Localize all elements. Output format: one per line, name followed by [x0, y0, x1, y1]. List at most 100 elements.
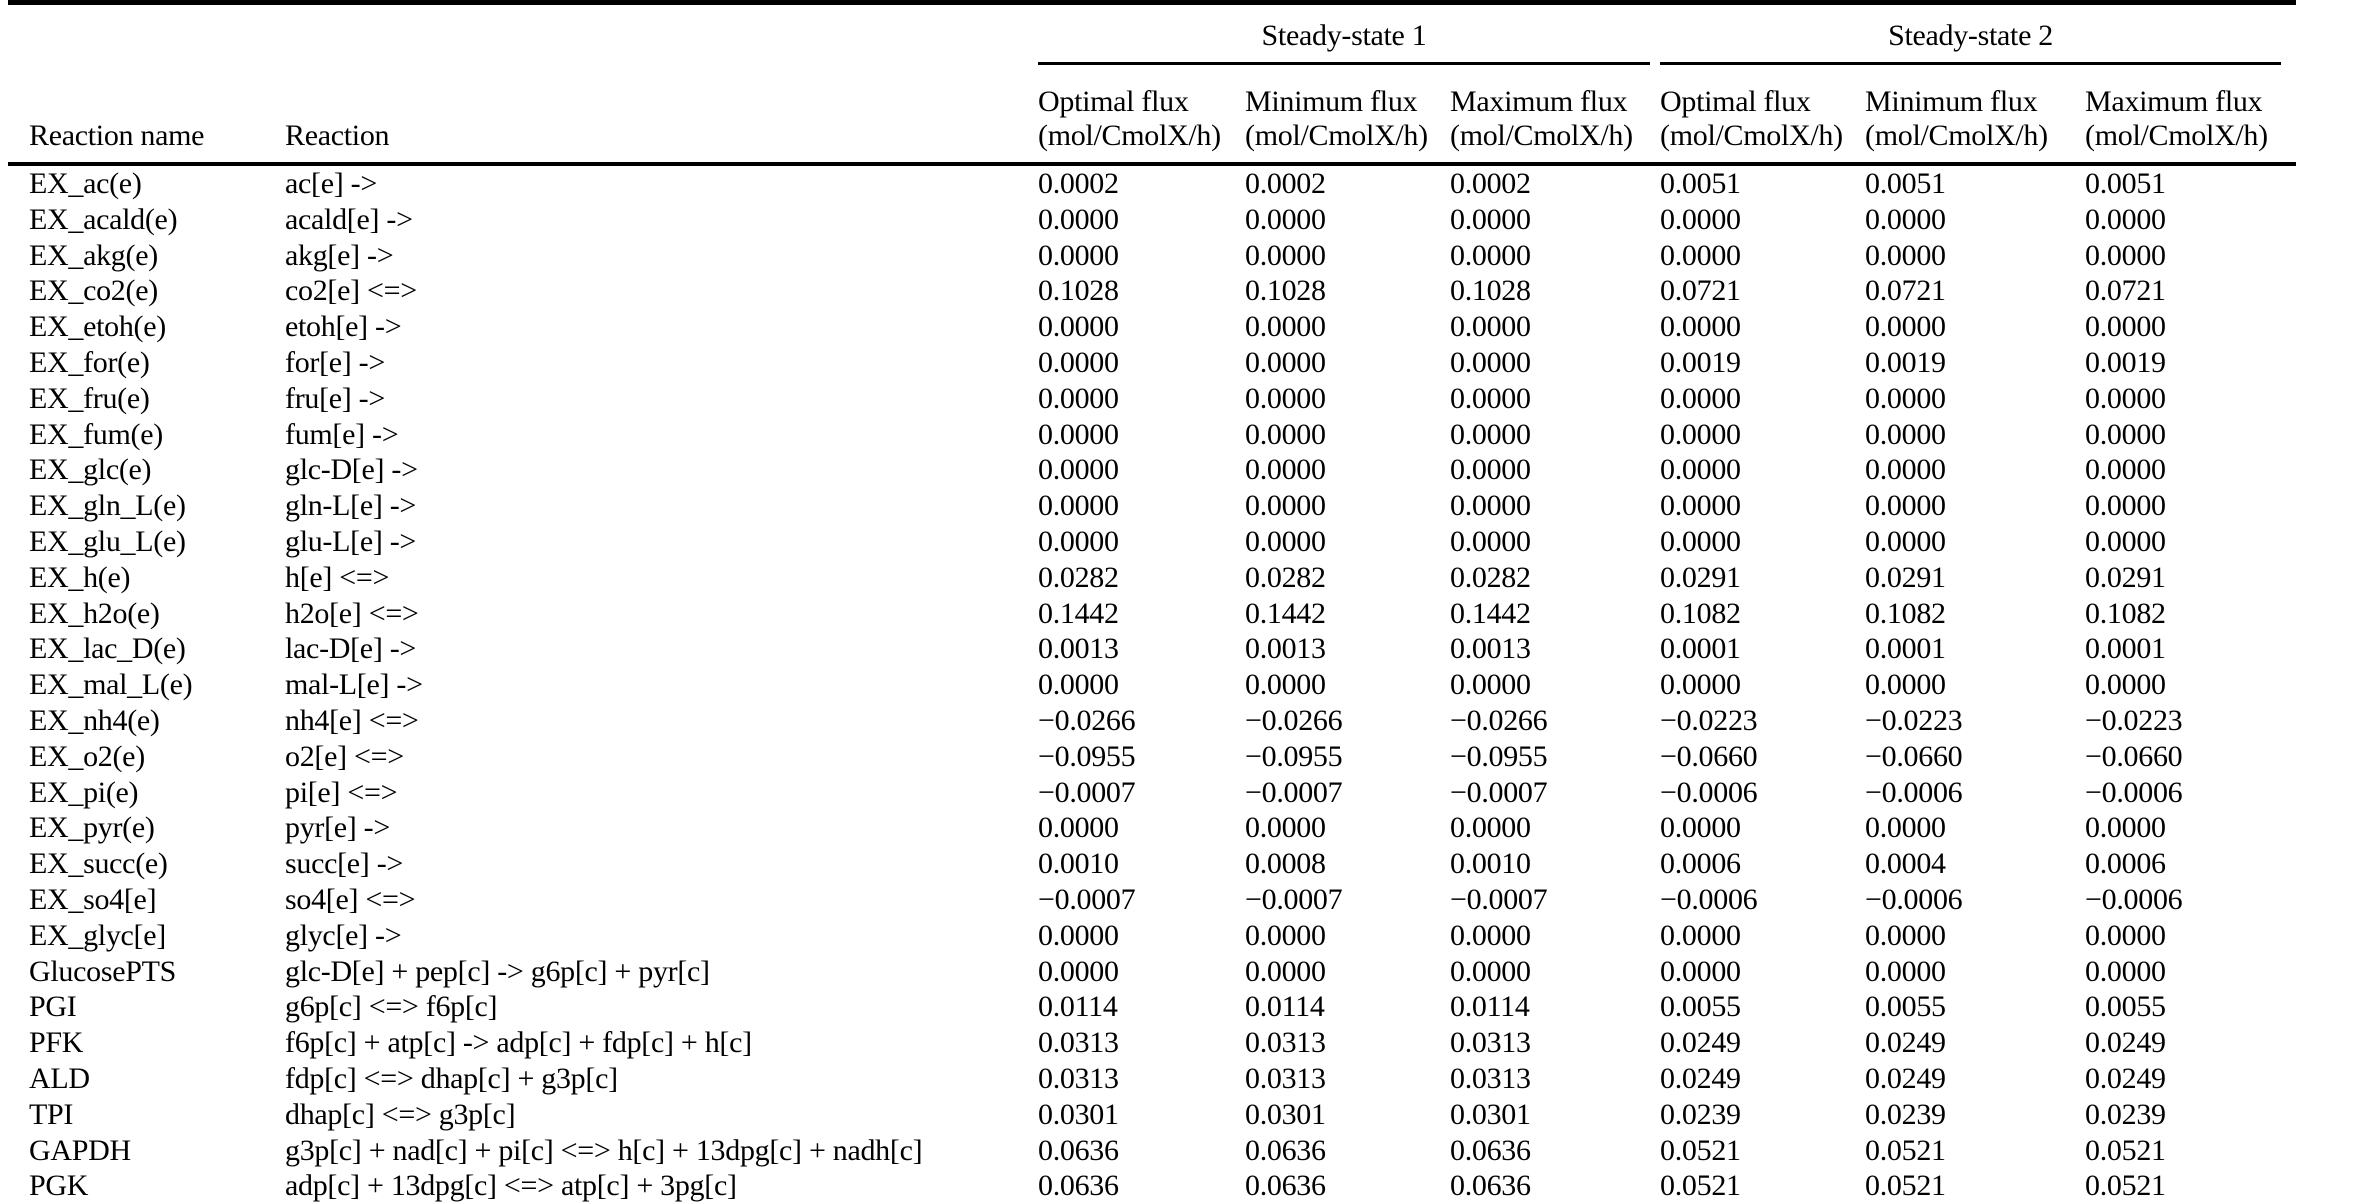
column-header-minimum-flux-ss2: Minimum flux (mol/CmolX/h) — [1865, 65, 2086, 166]
reaction-cell: so4[e] <=> — [285, 882, 416, 916]
table-row: EX_o2(e) o2[e] <=> −0.0955 −0.0955 −0.0955 −0… — [8, 739, 2296, 775]
flux-value-cell: 0.0002 — [1450, 167, 1531, 200]
flux-value-cell: 0.0313 — [1245, 1026, 1326, 1060]
flux-value-cell: 0.0000 — [1865, 954, 1946, 988]
flux-value-cell: 0.0521 — [1865, 1169, 1946, 1203]
reaction-cell: glyc[e] -> — [285, 918, 402, 952]
flux-value-cell: 0.0114 — [1038, 990, 1118, 1024]
reaction-name-cell: EX_co2(e) — [29, 274, 158, 308]
reaction-cell: etoh[e] -> — [285, 310, 402, 344]
flux-value-cell: 0.0000 — [1865, 524, 1946, 558]
column-header-optimal-flux-ss2: Optimal flux (mol/CmolX/h) — [1660, 65, 1866, 166]
column-header-title: Minimum flux — [1245, 85, 1418, 118]
reaction-name-cell: EX_gln_L(e) — [29, 489, 186, 523]
column-header-reaction-name: Reaction name — [8, 65, 285, 166]
flux-value-cell: 0.0000 — [1660, 417, 1741, 451]
table-row: GAPDH g3p[c] + nad[c] + pi[c] <=> h[c] + … — [8, 1133, 2296, 1169]
flux-value-cell: 0.1028 — [1038, 274, 1119, 308]
column-header-title: Maximum flux — [1450, 85, 1628, 118]
flux-value-cell: 0.0000 — [1660, 238, 1741, 272]
flux-value-cell: 0.0000 — [1450, 668, 1531, 702]
table-row: EX_ac(e) ac[e] -> 0.0002 0.0002 0.0002 0.0051… — [8, 164, 2296, 202]
flux-value-cell: 0.0000 — [1660, 668, 1741, 702]
reaction-name-cell: EX_succ(e) — [29, 847, 168, 881]
flux-value-cell: 0.1442 — [1038, 596, 1119, 630]
flux-value-cell: 0.0301 — [1245, 1097, 1326, 1131]
table-row: EX_gln_L(e) gln-L[e] -> 0.0000 0.0000 0.0000… — [8, 488, 2296, 524]
reaction-cell: fdp[c] <=> dhap[c] + g3p[c] — [285, 1061, 618, 1095]
reaction-name-cell: TPI — [29, 1097, 74, 1131]
flux-value-cell: 0.0055 — [2085, 990, 2166, 1024]
flux-value-cell: 0.0000 — [1245, 417, 1326, 451]
flux-value-cell: 0.0291 — [2085, 560, 2166, 594]
flux-value-cell: −0.0006 — [1865, 775, 1963, 809]
flux-value-cell: 0.0002 — [1038, 167, 1119, 200]
reaction-cell: f6p[c] + atp[c] -> adp[c] + fdp[c] + h[c… — [285, 1026, 752, 1060]
flux-value-cell: 0.0521 — [2085, 1133, 2166, 1167]
flux-value-cell: −0.0266 — [1038, 703, 1136, 737]
flux-value-cell: 0.0000 — [1865, 918, 1946, 952]
flux-value-cell: 0.0000 — [1038, 811, 1119, 845]
reaction-name-cell: EX_lac_D(e) — [29, 632, 186, 666]
flux-value-cell: 0.0000 — [1038, 668, 1119, 702]
reaction-cell: g6p[c] <=> f6p[c] — [285, 990, 498, 1024]
flux-value-cell: −0.0007 — [1038, 775, 1136, 809]
group-header-steady-state-1: Steady-state 1 — [1038, 3, 1660, 65]
flux-value-cell: 0.0282 — [1245, 560, 1326, 594]
flux-value-cell: −0.0266 — [1450, 703, 1548, 737]
flux-value-cell: 0.1442 — [1450, 596, 1531, 630]
flux-value-cell: 0.0282 — [1450, 560, 1531, 594]
table-row: PFK f6p[c] + atp[c] -> adp[c] + fdp[c] + … — [8, 1025, 2296, 1061]
reaction-cell: fru[e] -> — [285, 381, 385, 415]
flux-value-cell: 0.0000 — [1450, 345, 1531, 379]
flux-value-cell: 0.0000 — [1038, 238, 1119, 272]
table-row: PGK adp[c] + 13dpg[c] <=> atp[c] + 3pg[c]… — [8, 1168, 2296, 1204]
flux-value-cell: 0.0239 — [2085, 1097, 2166, 1131]
flux-value-cell: 0.0301 — [1450, 1097, 1531, 1131]
flux-value-cell: 0.0239 — [1660, 1097, 1741, 1131]
reaction-name-cell: EX_so4[e] — [29, 882, 157, 916]
flux-value-cell: 0.0010 — [1450, 847, 1531, 881]
flux-value-cell: 0.0000 — [2085, 918, 2166, 952]
flux-value-cell: 0.0055 — [1865, 990, 1946, 1024]
flux-value-cell: 0.1442 — [1245, 596, 1326, 630]
flux-value-cell: −0.0007 — [1038, 882, 1136, 916]
flux-value-cell: −0.0006 — [1660, 775, 1758, 809]
flux-table-header: Steady-state 1 Steady-state 2 Reaction n… — [8, 3, 2297, 166]
column-header-maximum-flux-ss2: Maximum flux (mol/CmolX/h) — [2085, 65, 2297, 166]
flux-value-cell: 0.0000 — [1245, 918, 1326, 952]
flux-value-cell: 0.0000 — [1245, 202, 1326, 236]
reaction-name-cell: EX_h(e) — [29, 560, 131, 594]
flux-value-cell: 0.1082 — [1660, 596, 1741, 630]
flux-value-cell: 0.0000 — [2085, 489, 2166, 523]
flux-value-cell: 0.0000 — [1865, 238, 1946, 272]
flux-value-cell: 0.0001 — [1865, 632, 1946, 666]
flux-value-cell: 0.0000 — [1450, 489, 1531, 523]
reaction-cell: h[e] <=> — [285, 560, 390, 594]
table-row: EX_for(e) for[e] -> 0.0000 0.0000 0.0000 0.00… — [8, 345, 2296, 381]
flux-value-cell: 0.0000 — [1450, 954, 1531, 988]
flux-value-cell: 0.0008 — [1245, 847, 1326, 881]
reaction-name-cell: EX_fum(e) — [29, 417, 163, 451]
flux-value-cell: 0.0239 — [1865, 1097, 1946, 1131]
table-row: EX_pyr(e) pyr[e] -> 0.0000 0.0000 0.0000 0.00… — [8, 810, 2296, 846]
flux-value-cell: 0.0636 — [1038, 1133, 1119, 1167]
flux-value-cell: 0.0249 — [1865, 1061, 1946, 1095]
flux-value-cell: 0.0000 — [1660, 453, 1741, 487]
flux-value-cell: −0.0955 — [1245, 739, 1343, 773]
column-header-unit: (mol/CmolX/h) — [1450, 119, 1633, 152]
reaction-cell: for[e] -> — [285, 345, 385, 379]
table-row: EX_glu_L(e) glu-L[e] -> 0.0000 0.0000 0.0000… — [8, 524, 2296, 560]
flux-value-cell: 0.0000 — [1865, 811, 1946, 845]
flux-value-cell: 0.0249 — [1660, 1026, 1741, 1060]
flux-value-cell: 0.0000 — [2085, 811, 2166, 845]
flux-value-cell: −0.0006 — [2085, 882, 2183, 916]
flux-value-cell: 0.0000 — [1245, 381, 1326, 415]
flux-value-cell: 0.0721 — [2085, 274, 2166, 308]
flux-value-cell: 0.0001 — [2085, 632, 2166, 666]
flux-value-cell: 0.0000 — [1450, 453, 1531, 487]
flux-value-cell: 0.0013 — [1245, 632, 1326, 666]
flux-value-cell: 0.0000 — [1865, 668, 1946, 702]
flux-value-cell: 0.0000 — [1865, 310, 1946, 344]
flux-value-cell: 0.0000 — [1245, 524, 1326, 558]
